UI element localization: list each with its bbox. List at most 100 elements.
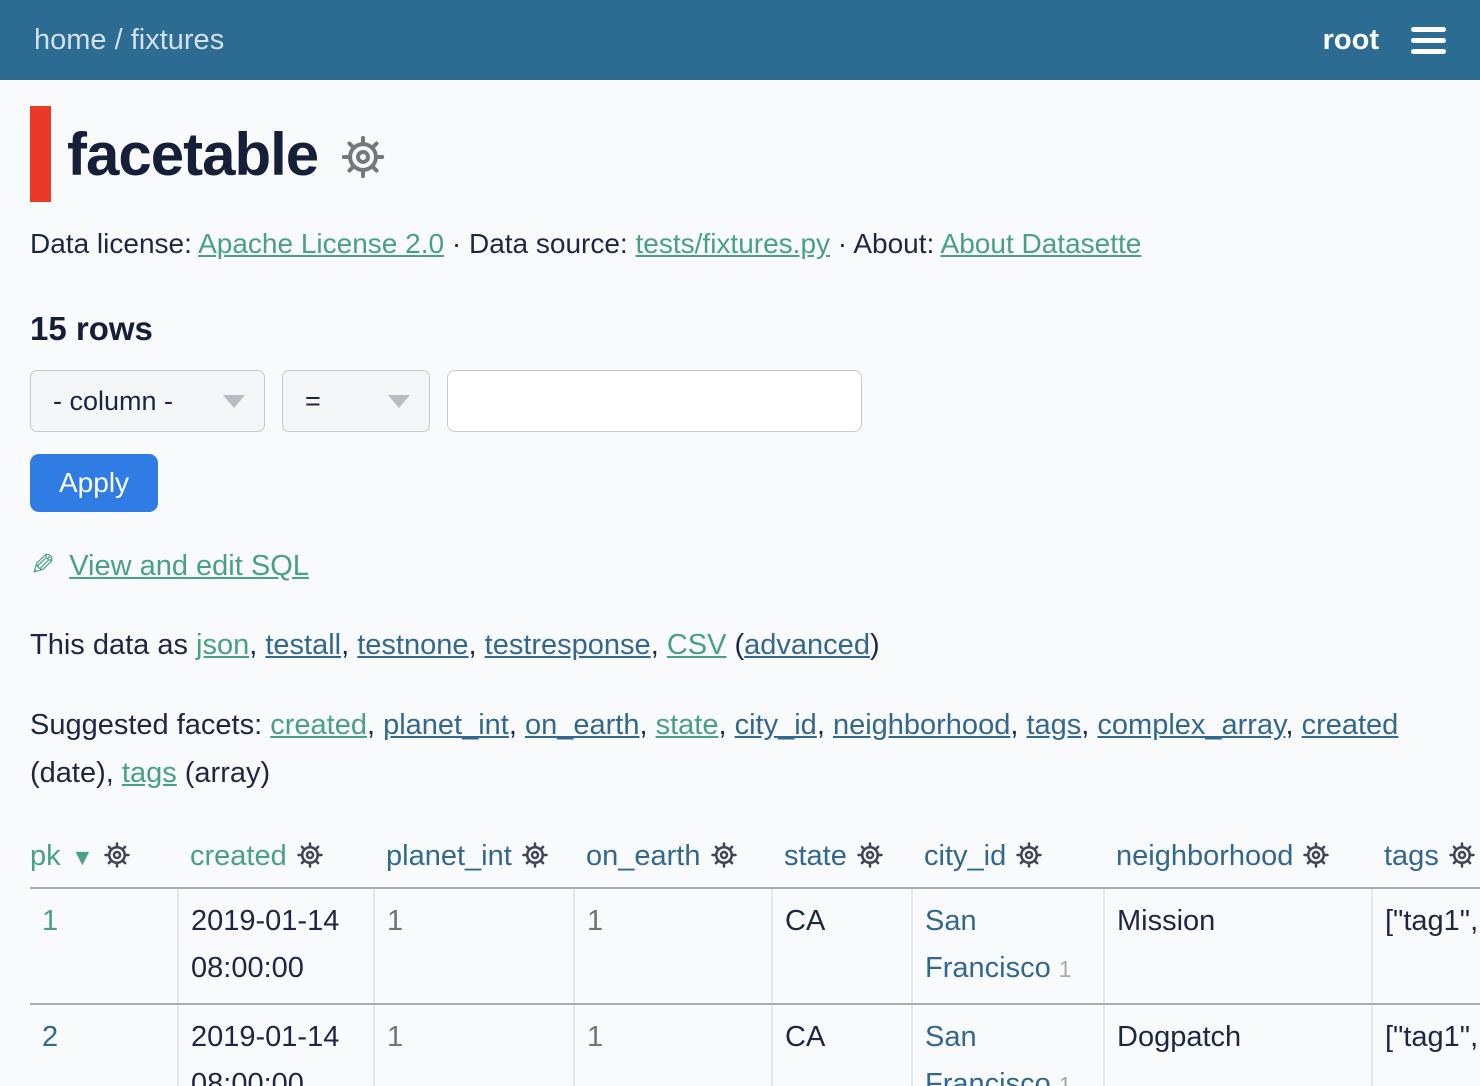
cell-state: CA (772, 887, 913, 1005)
suggested-facets-line: Suggested facets: created, planet_int, o… (30, 709, 1399, 789)
export-link-testresponse[interactable]: testresponse (484, 629, 651, 661)
column-header-link-neighborhood[interactable]: neighborhood (1116, 839, 1294, 872)
about-label: About: (853, 228, 935, 259)
cell-on_earth: 1 (574, 1003, 773, 1086)
filter-column-select-wrap: - column - (30, 370, 265, 432)
cell-neighborhood: Mission (1104, 887, 1373, 1005)
column-header-link-tags[interactable]: tags (1384, 839, 1439, 872)
cell-text-planet_int: 1 (387, 1020, 404, 1053)
cell-text-neighborhood: Mission (1117, 904, 1216, 937)
column-cog-icon-pk[interactable] (102, 840, 132, 870)
cell-planet_int: 1 (374, 887, 575, 1005)
column-cog-icon-state[interactable] (855, 840, 885, 870)
cell-neighborhood: Dogpatch (1104, 1003, 1373, 1086)
export-link-testnone[interactable]: testnone (357, 629, 469, 661)
column-header-created: created (178, 833, 374, 889)
column-cog-icon-neighborhood[interactable] (1301, 840, 1331, 870)
facet-link-planet_int[interactable]: planet_int (383, 709, 509, 741)
column-header-state: state (772, 833, 912, 889)
cell-text-neighborhood: Dogpatch (1117, 1020, 1242, 1053)
breadcrumb-home-link[interactable]: home (34, 23, 107, 56)
column-header-pk: pk ▼ (30, 833, 178, 889)
cell-on_earth: 1 (574, 887, 773, 1005)
facet-link-created[interactable]: created (270, 709, 367, 741)
facet-suffix: (array) (176, 756, 271, 789)
cell-link-city_id[interactable]: San Francisco (925, 1020, 1051, 1086)
cell-tags: ["tag1", "tag2"] (1372, 887, 1480, 1005)
export-link-json[interactable]: json (196, 629, 250, 661)
source-label: Data source: (468, 228, 628, 259)
row-count-heading: 15 rows (30, 310, 153, 347)
export-link-CSV[interactable]: CSV (666, 629, 727, 661)
cell-text-created: 2019-01-14 08:00:00 (191, 1020, 340, 1086)
column-cog-icon-city_id[interactable] (1014, 840, 1044, 870)
table-settings-gear-icon[interactable] (338, 132, 388, 182)
filter-column-select[interactable]: - column - (30, 370, 265, 432)
column-header-link-city_id[interactable]: city_id (924, 839, 1007, 872)
raw-value-badge: 1 (1058, 955, 1072, 982)
page-title: facetable (67, 120, 319, 188)
facet-link-state[interactable]: state (655, 709, 719, 741)
column-header-link-on_earth[interactable]: on_earth (586, 839, 701, 872)
column-header-link-planet_int[interactable]: planet_int (386, 839, 512, 872)
cell-text-created: 2019-01-14 08:00:00 (191, 904, 340, 984)
facet-link-on_earth[interactable]: on_earth (524, 709, 640, 741)
cell-created: 2019-01-14 08:00:00 (178, 887, 375, 1005)
filter-operator-select-wrap: = (282, 370, 430, 432)
filter-operator-select[interactable]: = (282, 370, 430, 432)
pencil-icon: ✎ (30, 549, 56, 582)
breadcrumb-separator: / (106, 23, 131, 56)
cell-state: CA (772, 1003, 913, 1086)
license-label: Data license: (30, 228, 192, 259)
filter-value-input[interactable] (447, 370, 862, 432)
column-header-link-pk[interactable]: pk (30, 839, 61, 872)
about-link[interactable]: About Datasette (940, 228, 1142, 259)
top-navbar: home / fixtures root (0, 0, 1480, 80)
license-link[interactable]: Apache License 2.0 (198, 228, 445, 259)
cell-link-city_id[interactable]: San Francisco (925, 904, 1051, 984)
view-edit-sql-link[interactable]: View and edit SQL (69, 550, 309, 582)
data-table: pk ▼ created planet_int on_earth (30, 833, 1480, 1086)
cell-text-planet_int: 1 (387, 904, 404, 937)
filter-form: - column - = (30, 370, 1450, 432)
dot-separator: · (451, 228, 462, 259)
breadcrumb-database-link[interactable]: fixtures (130, 23, 225, 56)
cell-city_id: San Francisco 1 (912, 887, 1105, 1005)
export-link-testall[interactable]: testall (265, 629, 342, 661)
cell-link-pk[interactable]: 2 (42, 1020, 59, 1053)
metadata-line: Data license: Apache License 2.0 · Data … (30, 228, 1450, 260)
column-header-planet_int: planet_int (374, 833, 574, 889)
facet-link-tags[interactable]: tags (121, 756, 177, 789)
source-link[interactable]: tests/fixtures.py (635, 228, 831, 259)
facet-link-city_id[interactable]: city_id (734, 709, 817, 741)
export-link-advanced[interactable]: advanced (744, 629, 870, 661)
column-header-neighborhood: neighborhood (1104, 833, 1372, 889)
column-header-link-state[interactable]: state (784, 839, 847, 872)
facet-link-neighborhood[interactable]: neighborhood (832, 709, 1011, 741)
cell-tags: ["tag1", "tag3"] (1372, 1003, 1480, 1086)
facet-link-complex_array[interactable]: complex_array (1097, 709, 1286, 741)
dot-separator: · (837, 228, 848, 259)
cell-text-state: CA (785, 1020, 826, 1053)
facet-link-created[interactable]: created (1301, 709, 1399, 741)
hamburger-menu-icon[interactable] (1411, 21, 1446, 60)
cell-pk: 2 (30, 1003, 179, 1086)
user-menu-link[interactable]: root (1322, 23, 1379, 56)
column-cog-icon-tags[interactable] (1447, 840, 1477, 870)
apply-button[interactable]: Apply (30, 454, 159, 512)
cell-text-on_earth: 1 (587, 1020, 604, 1053)
cell-city_id: San Francisco 1 (912, 1003, 1105, 1086)
column-cog-icon-created[interactable] (295, 840, 325, 870)
cell-link-pk[interactable]: 1 (42, 904, 59, 937)
navbar-right: root (1323, 21, 1446, 60)
facet-suffix: (date) (30, 756, 106, 789)
facet-link-tags[interactable]: tags (1026, 709, 1082, 741)
cell-text-state: CA (785, 904, 826, 937)
column-cog-icon-planet_int[interactable] (520, 840, 550, 870)
cell-planet_int: 1 (374, 1003, 575, 1086)
column-header-on_earth: on_earth (574, 833, 772, 889)
sql-link-line: ✎ View and edit SQL (30, 548, 1450, 583)
column-header-link-created[interactable]: created (190, 839, 287, 872)
column-cog-icon-on_earth[interactable] (709, 840, 739, 870)
